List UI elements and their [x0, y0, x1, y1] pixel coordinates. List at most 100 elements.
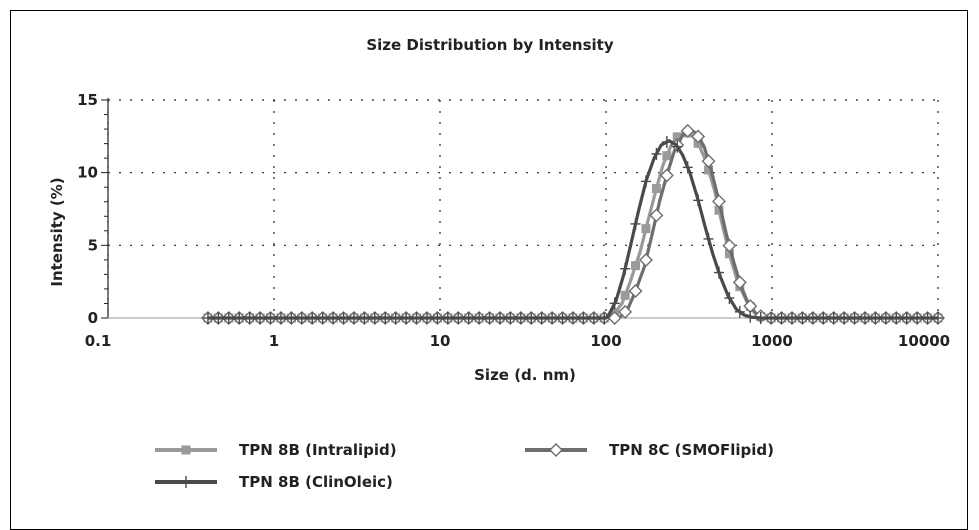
series-point [641, 224, 651, 234]
series-point [588, 312, 599, 324]
series-point [839, 312, 850, 324]
series-point [609, 297, 620, 310]
series-point [317, 312, 328, 324]
series-point [255, 312, 266, 324]
series-point [630, 217, 641, 230]
series-point [661, 135, 672, 148]
series-point [786, 312, 797, 324]
series-point [307, 312, 318, 324]
series-point [703, 232, 714, 245]
legend-item: TPN 8B (Intralipid) [155, 441, 397, 459]
series-point [734, 305, 745, 318]
series-point [328, 312, 339, 324]
series-point [244, 312, 255, 324]
series-point [296, 312, 307, 324]
series-point [638, 252, 653, 267]
series-point [797, 312, 808, 324]
y-axis-label: Intensity (%) [48, 177, 66, 286]
x-tick-label: 1000 [751, 332, 793, 350]
series-point [745, 310, 756, 323]
x-tick-label: 10 [430, 332, 451, 350]
series-point [722, 238, 737, 253]
series-point [776, 312, 787, 324]
series-point [755, 312, 766, 324]
series-tpn-8b-clinoleic [202, 135, 943, 324]
series-point [526, 312, 537, 324]
series-point [680, 123, 695, 138]
legend-label: TPN 8B (ClinOleic) [239, 473, 393, 491]
series-point [202, 312, 213, 324]
series-point [213, 312, 224, 324]
legend-item: TPN 8B (ClinOleic) [155, 473, 393, 491]
series-point [286, 312, 297, 324]
series-point [567, 312, 578, 324]
series-point [672, 140, 683, 153]
series-point [649, 208, 664, 223]
series-point [693, 194, 704, 207]
series-point [380, 312, 391, 324]
series-point [766, 312, 777, 324]
series-point [849, 312, 860, 324]
series-point [265, 312, 276, 324]
series-point [275, 312, 286, 324]
x-tick-label: 0.1 [85, 332, 112, 350]
series-tpn-8c-smoflipid [200, 123, 945, 325]
series-point [234, 312, 245, 324]
series-line [207, 130, 938, 320]
series-tpn-8b-intralipid [203, 128, 943, 323]
series-point [607, 311, 622, 325]
series-line [207, 127, 938, 320]
series-point [223, 312, 234, 324]
series-point [933, 312, 943, 324]
chart-title: Size Distribution by Intensity [366, 36, 613, 54]
x-tick-label: 1 [269, 332, 279, 350]
series-point [922, 312, 933, 324]
series-point [659, 168, 674, 183]
series-point [359, 312, 370, 324]
series-point [807, 312, 818, 324]
series-point [912, 312, 923, 324]
series-point [828, 312, 839, 324]
series-point [505, 312, 516, 324]
series-point [432, 312, 443, 324]
series-point [901, 312, 912, 324]
series-point [870, 312, 881, 324]
series-point [713, 266, 724, 279]
series-point [515, 312, 526, 324]
y-tick-label: 0 [88, 309, 98, 327]
series-point [631, 261, 641, 271]
series-point [859, 312, 870, 324]
axes [101, 98, 938, 319]
x-axis-label: Size (d. nm) [474, 366, 576, 384]
series-point [494, 312, 505, 324]
series-point [732, 275, 747, 290]
y-tick-label: 10 [77, 164, 98, 182]
chart-svg: Size Distribution by Intensity 0 5 10 15 0.1… [48, 36, 950, 491]
series-point [651, 184, 661, 194]
series-point [484, 312, 495, 324]
series-point [411, 312, 422, 324]
series-point [651, 147, 662, 160]
series-point [640, 175, 651, 188]
series-point [369, 312, 380, 324]
series-point [818, 312, 829, 324]
y-tick-label: 5 [88, 236, 98, 254]
x-tick-label: 100 [590, 332, 621, 350]
legend-marker [181, 476, 191, 488]
series-point [711, 194, 726, 209]
legend-marker [181, 445, 191, 455]
series-point [691, 129, 706, 144]
chart-frame [10, 10, 968, 530]
series-point [662, 151, 672, 161]
series-point [599, 312, 610, 324]
series-point [701, 154, 716, 169]
series-point [474, 312, 485, 324]
series-point [620, 262, 631, 275]
grid [107, 99, 939, 318]
series-point [390, 312, 401, 324]
y-tick-label: 15 [77, 91, 98, 109]
series-point [442, 312, 453, 324]
legend-item: TPN 8C (SMOFlipid) [525, 441, 774, 459]
tick-labels: 0 5 10 15 0.1 1 10 100 1000 10000 [77, 91, 950, 350]
legend-label: TPN 8C (SMOFlipid) [609, 441, 774, 459]
